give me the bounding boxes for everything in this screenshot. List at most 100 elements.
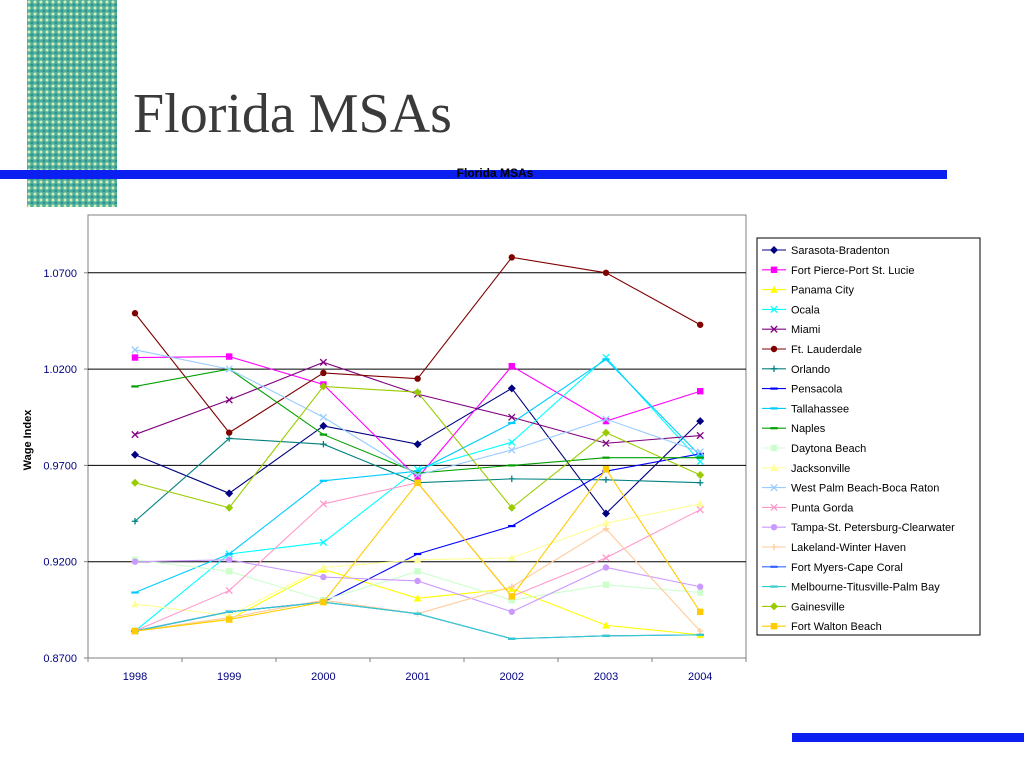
- legend-label: Jacksonville: [791, 463, 850, 475]
- data-point: [508, 608, 515, 615]
- data-point: [508, 362, 515, 370]
- legend-item: Melbourne-Titusville-Palm Bay: [762, 582, 940, 594]
- series-ft-lauderdale: [131, 254, 704, 436]
- legend-swatch-marker: [770, 246, 778, 254]
- data-point: [319, 500, 328, 508]
- legend-swatch-marker: [770, 325, 778, 333]
- legend-swatch-marker: [770, 345, 778, 353]
- data-point: [507, 384, 516, 393]
- legend-box: [756, 237, 981, 636]
- legend-label: Naples: [791, 423, 826, 435]
- data-point: [413, 440, 422, 449]
- data-point: [508, 438, 516, 446]
- data-point: [131, 558, 139, 565]
- data-point: [131, 450, 139, 459]
- data-point: [413, 555, 422, 563]
- legend-swatch-marker: [770, 602, 778, 611]
- data-point: [226, 435, 233, 442]
- series-tampa-st-petersburg-clearwater: [131, 556, 704, 615]
- x-tick-label: 2003: [594, 671, 618, 683]
- data-point: [226, 556, 233, 563]
- x-tick-label: 2000: [311, 671, 335, 683]
- legend-item: Punta Gorda: [762, 502, 854, 514]
- data-point: [697, 479, 704, 486]
- footer-accent-bar: [792, 733, 1024, 742]
- data-point: [319, 563, 328, 571]
- data-point: [413, 594, 422, 602]
- data-point: [225, 489, 234, 498]
- axes: 0.8700 0.9200 0.9700 1.0200 1.0700 1998 1999 20…: [43, 268, 747, 683]
- series-lines: [131, 254, 705, 640]
- data-point: [696, 431, 704, 440]
- data-point: [602, 439, 610, 447]
- data-point: [319, 421, 328, 430]
- legend-item: Fort Walton Beach: [762, 621, 882, 633]
- legend-label: Ocala: [791, 304, 821, 316]
- legend-item: Lakeland-Winter Haven: [762, 542, 906, 554]
- data-point: [226, 353, 233, 360]
- legend-label: Melbourne-Titusville-Palm Bay: [791, 582, 940, 594]
- legend-label: Tallahassee: [791, 403, 849, 415]
- legend-label: Gainesville: [791, 601, 845, 613]
- legend-item: Naples: [762, 423, 826, 435]
- data-point: [508, 475, 515, 483]
- data-point: [602, 415, 610, 423]
- legend-label: Fort Myers-Cape Coral: [791, 562, 903, 574]
- legend-item: Ft. Lauderdale: [762, 344, 862, 356]
- y-tick-label: 1.0200: [43, 364, 77, 376]
- data-point: [696, 506, 704, 514]
- legend-label: West Palm Beach-Boca Raton: [791, 483, 939, 495]
- x-tick-label: 1999: [217, 671, 241, 683]
- data-point: [508, 593, 515, 600]
- legend-item: Sarasota-Bradenton: [762, 245, 889, 257]
- data-point: [131, 346, 139, 354]
- data-point: [131, 600, 139, 608]
- data-point: [602, 428, 610, 437]
- data-point: [131, 478, 139, 487]
- legend-label: Orlando: [791, 364, 830, 376]
- data-point: [320, 441, 327, 448]
- data-point: [602, 621, 610, 629]
- series-gainesville: [131, 382, 705, 512]
- data-point: [696, 448, 704, 456]
- legend-label: Ft. Lauderdale: [791, 344, 862, 356]
- legend-item: Miami: [762, 324, 820, 336]
- legend-label: Sarasota-Bradenton: [791, 245, 889, 257]
- data-point: [508, 446, 516, 454]
- legend-label: Tampa-St. Petersburg-Clearwater: [791, 522, 955, 534]
- data-point: [696, 457, 704, 466]
- chart-title: Florida MSAs: [456, 166, 534, 180]
- data-point: [602, 525, 610, 533]
- legend-label: Fort Pierce-Port St. Lucie: [791, 265, 915, 277]
- y-tick-label: 0.9200: [43, 557, 77, 569]
- legend-item: Panama City: [762, 285, 854, 297]
- slide-title: Florida MSAs: [133, 83, 452, 145]
- legend-label: Panama City: [791, 285, 854, 297]
- data-point: [602, 417, 610, 425]
- series-west-palm-beach-boca-raton: [131, 346, 704, 479]
- data-point: [697, 589, 704, 596]
- data-point: [319, 358, 328, 367]
- data-point: [414, 577, 421, 585]
- legend-item: Tampa-St. Petersburg-Clearwater: [762, 522, 955, 534]
- legend-label: Punta Gorda: [791, 502, 854, 514]
- x-tick-label: 1998: [123, 671, 147, 683]
- legend-item: West Palm Beach-Boca Raton: [762, 483, 939, 495]
- legend-swatch-marker: [770, 463, 778, 471]
- data-point: [507, 503, 516, 512]
- legend-label: Daytona Beach: [791, 443, 866, 455]
- legend-swatch-marker: [770, 365, 778, 372]
- legend-item: Fort Myers-Cape Coral: [762, 562, 903, 574]
- y-tick-label: 1.0700: [43, 268, 77, 280]
- legend-item: Fort Pierce-Port St. Lucie: [762, 265, 915, 277]
- legend-item: Tallahassee: [762, 403, 849, 415]
- y-axis-label: Wage Index: [22, 409, 34, 471]
- legend-swatch-marker: [770, 543, 778, 551]
- legend-item: Gainesville: [762, 601, 845, 613]
- data-point: [602, 509, 610, 518]
- data-point: [414, 479, 421, 486]
- data-point: [697, 627, 704, 635]
- data-point: [320, 369, 327, 377]
- legend-item: Ocala: [762, 304, 821, 316]
